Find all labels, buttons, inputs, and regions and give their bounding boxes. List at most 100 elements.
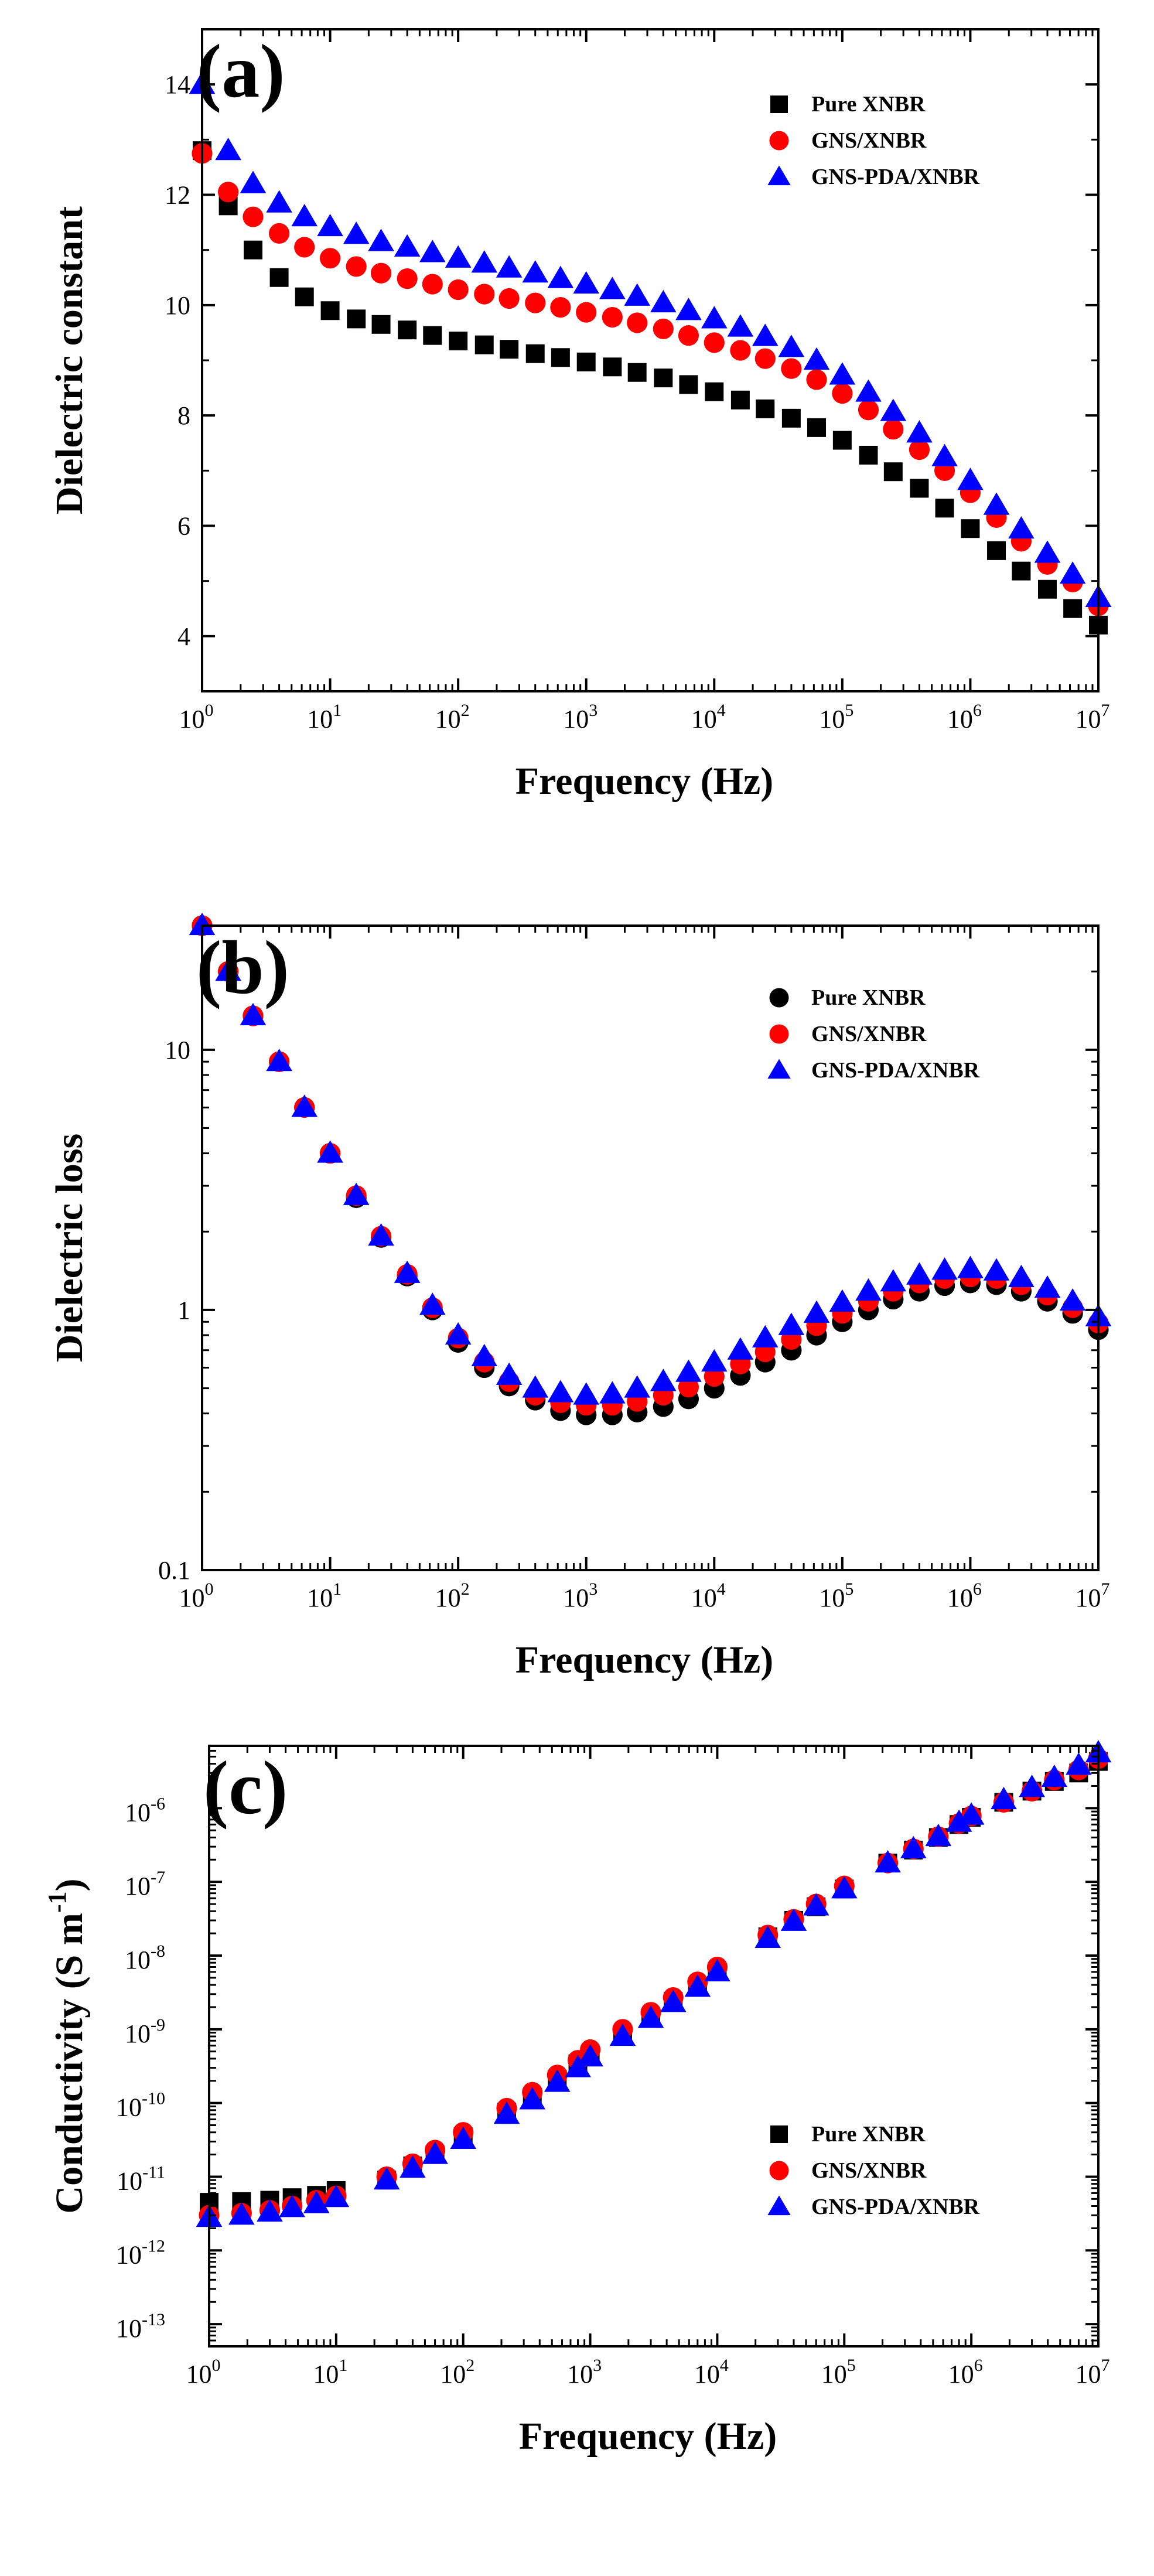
data-point: [684, 1974, 711, 1997]
data-point: [323, 2185, 350, 2207]
data-point: [679, 375, 698, 394]
data-point: [576, 302, 597, 323]
data-point: [704, 1959, 730, 1981]
x-tick-label: 103: [563, 701, 598, 733]
data-point: [319, 248, 341, 269]
legend-label: GNS-PDA/XNBR: [811, 165, 980, 189]
data-point: [875, 1850, 901, 1873]
data-point: [958, 1802, 985, 1825]
data-point: [624, 1375, 651, 1398]
data-point: [627, 363, 647, 382]
data-point: [496, 255, 523, 278]
data-point: [347, 309, 366, 329]
x-axis-title: Frequency (Hz): [519, 2415, 777, 2458]
data-point: [449, 332, 468, 351]
data-point: [450, 2126, 477, 2149]
data-point: [423, 326, 442, 345]
data-point: [781, 408, 801, 428]
data-point: [880, 1269, 907, 1292]
data-point: [240, 170, 267, 193]
data-point: [675, 1359, 702, 1382]
data-point: [519, 2087, 546, 2110]
y-tick-label: 10: [165, 1036, 190, 1064]
data-point: [368, 1223, 394, 1246]
y-axis-title: Dielectric loss: [48, 1134, 91, 1362]
x-tick-label: 103: [567, 2356, 602, 2389]
x-tick-label: 101: [307, 1579, 342, 1612]
x-tick-label: 102: [440, 2356, 474, 2389]
x-tick-label: 106: [948, 2356, 983, 2389]
x-tick-label: 107: [1076, 2356, 1110, 2389]
data-point: [987, 541, 1006, 560]
data-point: [1038, 579, 1057, 599]
data-point: [218, 182, 239, 203]
data-point: [957, 468, 984, 490]
data-point: [859, 445, 878, 465]
data-point: [858, 400, 879, 421]
series-gns-pda-xnbr: [189, 912, 1112, 1405]
data-point: [422, 274, 443, 295]
y-tick-label: 14: [165, 70, 190, 99]
data-point: [780, 1908, 807, 1931]
data-point: [317, 213, 343, 237]
x-tick-label: 106: [947, 1579, 982, 1612]
y-tick-label: 0.1: [158, 1556, 190, 1585]
data-point: [346, 256, 367, 277]
legend: Pure XNBR GNS/XNBR GNS-PDA/XNBR: [767, 985, 980, 1083]
data-point: [268, 223, 290, 244]
data-point: [880, 398, 907, 421]
data-point: [883, 462, 903, 482]
data-point: [675, 298, 702, 320]
data-point: [752, 1325, 779, 1347]
data-point: [807, 418, 826, 437]
panel-label: (b): [196, 926, 289, 1010]
legend-label: Pure XNBR: [811, 92, 926, 117]
data-point: [370, 262, 392, 284]
data-point: [394, 234, 421, 257]
data-point: [678, 1377, 699, 1398]
panel-a: 100 101 102 103 104 105 106 107 4 6 8 10 12 14 Frequen…: [48, 28, 1112, 803]
y-tick-label: 10-8: [125, 1942, 165, 1974]
data-point: [906, 420, 933, 443]
data-point: [754, 348, 776, 369]
data-point: [650, 1369, 677, 1391]
y-tick-label: 12: [165, 181, 190, 210]
data-point: [343, 221, 370, 244]
data-point: [983, 1258, 1010, 1281]
data-point: [576, 352, 596, 371]
legend: Pure XNBR GNS/XNBR GNS-PDA/XNBR: [767, 2122, 980, 2219]
data-point: [650, 289, 677, 313]
panel-label: (c): [203, 1746, 288, 1830]
y-tick-label: 10-10: [116, 2089, 165, 2122]
data-point: [704, 332, 725, 353]
x-tick-label: 104: [691, 1579, 726, 1612]
x-tick-label: 101: [307, 701, 342, 733]
series-gns-pda-xnbr: [196, 1740, 1112, 2227]
y-tick-label: 1: [177, 1296, 190, 1325]
y-tick-label: 10-12: [116, 2236, 165, 2269]
data-point: [909, 439, 930, 460]
y-axis-title: Conductivity (S m-1): [43, 1878, 91, 2213]
data-point: [1008, 1264, 1034, 1288]
data-point: [400, 2155, 426, 2178]
data-point: [419, 240, 446, 262]
data-point: [778, 1312, 805, 1335]
x-tick-label: 105: [819, 1579, 853, 1612]
data-point: [653, 318, 674, 339]
data-point: [303, 2191, 330, 2213]
legend-marker: [769, 2161, 789, 2181]
legend-label: Pure XNBR: [811, 2122, 926, 2147]
data-point: [1008, 516, 1034, 539]
panel-b: 100 101 102 103 104 105 106 107 0.1 1 10 Frequency …: [48, 912, 1112, 1681]
data-point: [320, 301, 340, 320]
legend-marker: [770, 95, 788, 113]
data-point: [243, 206, 264, 227]
x-tick-label: 101: [313, 2356, 347, 2389]
x-tick-label: 104: [691, 701, 726, 733]
data-point: [496, 1362, 523, 1385]
panel-label: (a): [196, 29, 285, 114]
panel-c: 100 101 102 103 104 105 106 107 10-13 10-12 10-11 1…: [43, 1740, 1112, 2458]
data-point: [1066, 1752, 1092, 1775]
data-point: [660, 1990, 687, 2012]
